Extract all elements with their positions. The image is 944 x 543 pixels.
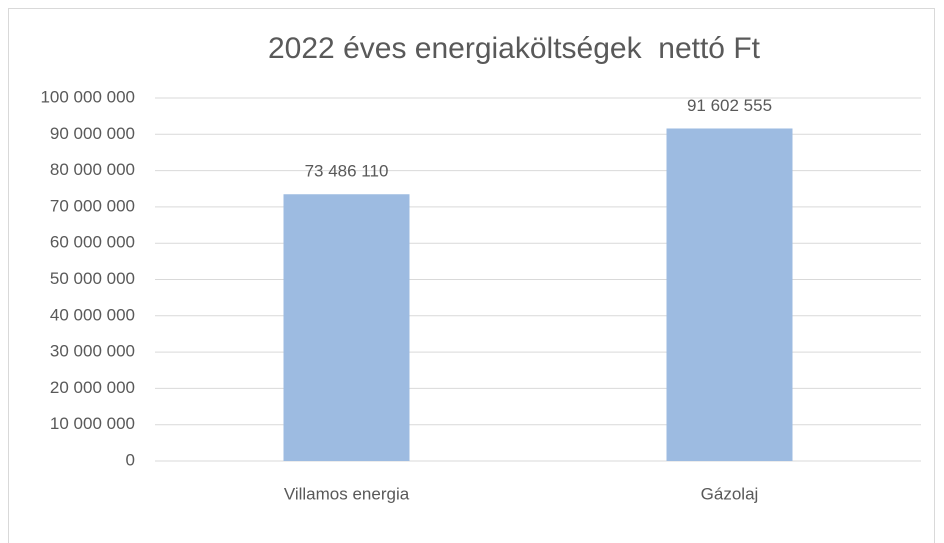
bar (283, 194, 410, 461)
y-tick-label: 20 000 000 (50, 378, 135, 397)
y-tick-label: 40 000 000 (50, 305, 135, 324)
y-tick-label: 70 000 000 (50, 196, 135, 215)
chart-title: 2022 éves energiaköltségek nettó Ft (268, 32, 761, 65)
y-tick-label: 100 000 000 (40, 87, 135, 106)
y-tick-label: 60 000 000 (50, 233, 135, 252)
x-tick-label: Villamos energia (284, 484, 410, 503)
chart-border (8, 8, 935, 543)
y-tick-label: 80 000 000 (50, 160, 135, 179)
y-tick-label: 50 000 000 (50, 269, 135, 288)
y-tick-label: 10 000 000 (50, 414, 135, 433)
y-tick-label: 0 (126, 450, 135, 469)
data-label: 73 486 110 (305, 162, 389, 181)
bar (666, 128, 793, 461)
data-label: 91 602 555 (687, 96, 772, 115)
x-tick-label: Gázolaj (701, 484, 759, 503)
y-tick-label: 90 000 000 (50, 124, 135, 143)
y-tick-label: 30 000 000 (50, 342, 135, 361)
